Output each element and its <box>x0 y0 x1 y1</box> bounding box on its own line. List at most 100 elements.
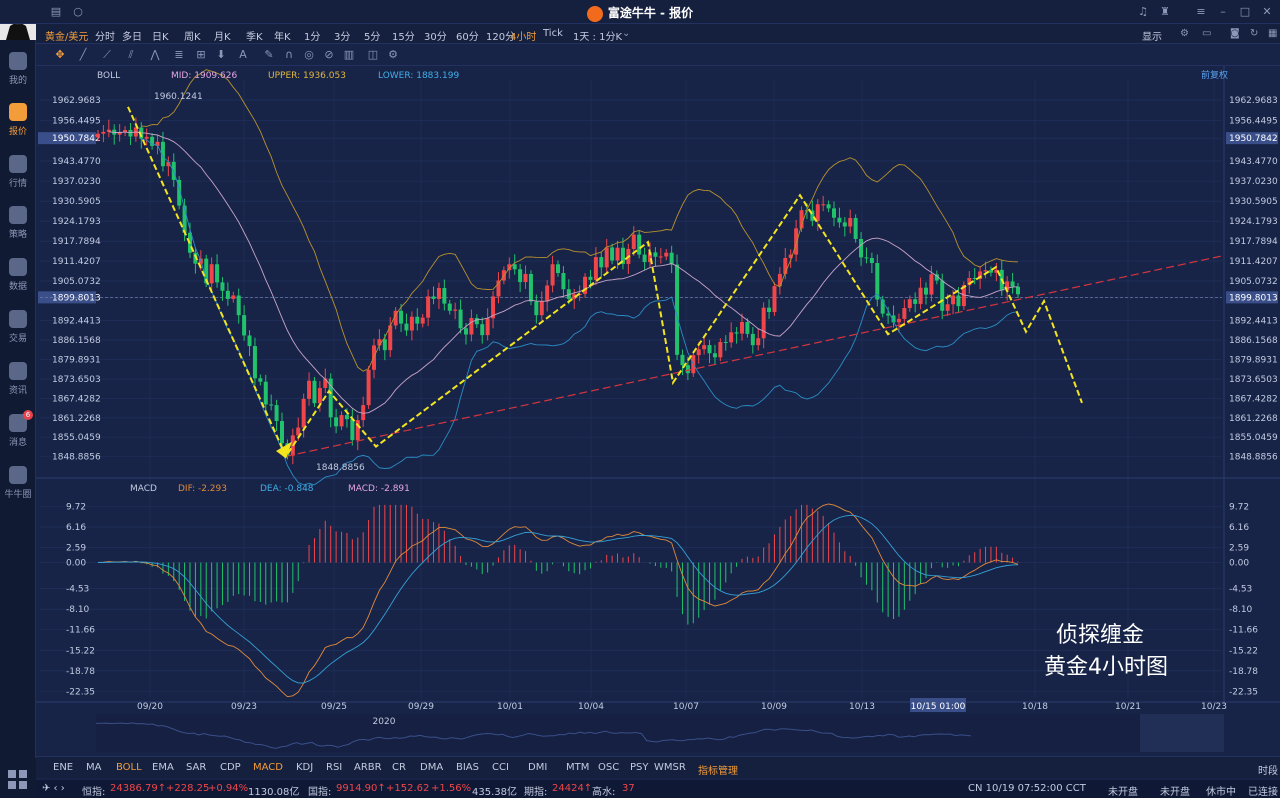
frame-icon[interactable]: ▭ <box>1202 28 1212 39</box>
sidebar-item-market[interactable]: 行情 <box>0 151 36 195</box>
chart-area[interactable]: 1962.9683 1962.9683 1956.4495 1956.4495 1950… <box>36 66 1280 756</box>
timeframe-toolbar: 黄金/美元 1天 : 1分K ⌄ 显示 ⚙ ▭ ◙ ↻ ▦ 分时 多日 日K 周K 月K… <box>36 24 1280 44</box>
wave-tool-icon[interactable]: ⋀ <box>150 48 160 61</box>
search-icon[interactable]: ○ <box>73 5 83 18</box>
indicator-kdj[interactable]: KDJ <box>296 762 314 773</box>
indicator-dma[interactable]: DMA <box>420 762 444 773</box>
price-tick-right: 1943.4770 <box>1229 157 1278 167</box>
range-select[interactable]: 1天 : 1分K <box>573 32 623 43</box>
sidebar-item-quote[interactable]: 报价 <box>0 99 36 143</box>
indicator-ema[interactable]: EMA <box>152 762 174 773</box>
indicator-sar[interactable]: SAR <box>186 762 207 773</box>
sidebar-item-trade[interactable]: 交易 <box>0 306 36 350</box>
timeframe-13[interactable]: 120分 <box>486 32 516 43</box>
indicator-boll[interactable]: BOLL <box>116 762 142 773</box>
candle-body <box>945 304 950 311</box>
chevron-down-icon[interactable]: ⌄ <box>622 28 631 39</box>
alert-icon[interactable]: ◫ <box>367 48 379 61</box>
indicator-osc[interactable]: OSC <box>598 762 620 773</box>
timeframe-11[interactable]: 30分 <box>424 32 447 43</box>
shirt-icon[interactable]: ♜ <box>1160 5 1170 18</box>
gear-icon[interactable]: ⚙ <box>1180 28 1189 39</box>
sidebar-item-mine[interactable]: 我的 <box>0 48 36 92</box>
candle-body <box>675 264 680 355</box>
candlestick-chart[interactable]: 1962.9683 1962.9683 1956.4495 1956.4495 1950… <box>36 66 1280 756</box>
camera-icon[interactable]: ◙ <box>1230 28 1240 39</box>
maximize-icon[interactable]: □ <box>1239 5 1251 18</box>
minimize-icon[interactable]: – <box>1220 5 1226 18</box>
indicator-指标管理[interactable]: 指标管理 <box>698 766 738 777</box>
candle-body <box>696 349 701 356</box>
indicator-psy[interactable]: PSY <box>630 762 649 773</box>
lock-icon[interactable]: ◎ <box>304 48 314 61</box>
candle-body <box>528 273 533 302</box>
bar-chart-icon <box>9 103 27 121</box>
indicator-ma[interactable]: MA <box>86 762 102 773</box>
timeframe-2[interactable]: 日K <box>152 32 169 43</box>
indicator-rsi[interactable]: RSI <box>326 762 343 773</box>
indicator-dmi[interactable]: DMI <box>528 762 548 773</box>
sidebar-item-community[interactable]: 牛牛圈 <box>0 462 36 506</box>
timeframe-7[interactable]: 1分 <box>304 32 321 43</box>
menu-icon[interactable]: ▤ <box>50 5 62 18</box>
candle-body <box>880 299 885 314</box>
settings-icon[interactable]: ≡ <box>1196 5 1206 18</box>
pen-tool-icon[interactable]: ✎ <box>264 48 274 61</box>
layout-icon[interactable]: ▦ <box>1268 28 1278 39</box>
fib-tool-icon[interactable]: ≣ <box>174 48 184 61</box>
text-tool-icon[interactable]: A <box>239 48 247 61</box>
candle-body <box>225 290 230 299</box>
hide-icon[interactable]: ⊘ <box>324 48 334 61</box>
indicator-cdp[interactable]: CDP <box>220 762 241 773</box>
timeframe-8[interactable]: 3分 <box>334 32 351 43</box>
candle-body <box>615 247 620 261</box>
indicator-bias[interactable]: BIAS <box>456 762 479 773</box>
line-tool-icon[interactable]: ╱ <box>79 48 87 61</box>
timeframe-6[interactable]: 年K <box>274 32 291 43</box>
timeframe-3[interactable]: 周K <box>184 32 201 43</box>
display-menu[interactable]: 显示 <box>1142 32 1162 43</box>
timeframe-10[interactable]: 15分 <box>392 32 415 43</box>
symbol-selector[interactable]: 黄金/美元 <box>45 32 89 43</box>
timeframe-4[interactable]: 月K <box>214 32 231 43</box>
headset-icon[interactable]: ♫ <box>1138 5 1148 18</box>
ruler-tool-icon[interactable]: ⊞ <box>196 48 206 61</box>
magnet-icon[interactable]: ∩ <box>284 48 294 61</box>
arrow-down-tool-icon[interactable]: ⬇ <box>216 48 226 61</box>
draw-settings-icon[interactable]: ⚙ <box>388 48 398 61</box>
candle-body <box>750 333 755 346</box>
ray-tool-icon[interactable]: ⟋ <box>103 48 111 61</box>
timeframe-5[interactable]: 季K <box>246 32 263 43</box>
session-button[interactable]: 时段 <box>1258 766 1278 777</box>
candle-body <box>485 318 490 336</box>
indicator-cci[interactable]: CCI <box>492 762 509 773</box>
candle-body <box>956 295 961 307</box>
sidebar-item-data[interactable]: 数据 <box>0 254 36 298</box>
sidebar-item-strategy[interactable]: 策略 <box>0 202 36 246</box>
sidebar-item-messages[interactable]: 6 消息 <box>0 410 36 454</box>
indicator-macd[interactable]: MACD <box>253 762 283 773</box>
indicator-wmsr[interactable]: WMSR <box>654 762 686 773</box>
timeframe-12[interactable]: 60分 <box>456 32 479 43</box>
sidebar-item-news[interactable]: 资讯 <box>0 358 36 402</box>
pin-icon[interactable]: ✈ ‹ › <box>42 783 65 794</box>
price-tick-right: 1950.7842 <box>1229 134 1278 144</box>
channel-tool-icon[interactable]: ⫽ <box>128 48 134 61</box>
timeframe-1[interactable]: 多日 <box>122 32 142 43</box>
trash-icon[interactable]: ▥ <box>343 48 355 61</box>
app-grid-menu[interactable] <box>0 758 36 798</box>
indicator-cr[interactable]: CR <box>392 762 406 773</box>
indicator-ene[interactable]: ENE <box>53 762 74 773</box>
candle-body <box>566 289 571 299</box>
timeframe-0[interactable]: 分时 <box>95 32 115 43</box>
close-icon[interactable]: ✕ <box>1262 5 1272 18</box>
candle-body <box>344 415 349 420</box>
timeframe-14[interactable]: 4小时 <box>510 32 537 43</box>
timeframe-9[interactable]: 5分 <box>364 32 381 43</box>
indicator-arbr[interactable]: ARBR <box>354 762 382 773</box>
candle-body <box>550 264 555 286</box>
refresh-icon[interactable]: ↻ <box>1250 28 1259 39</box>
move-icon[interactable]: ✥ <box>55 48 65 61</box>
indicator-mtm[interactable]: MTM <box>566 762 590 773</box>
timeframe-15[interactable]: Tick <box>543 28 563 39</box>
